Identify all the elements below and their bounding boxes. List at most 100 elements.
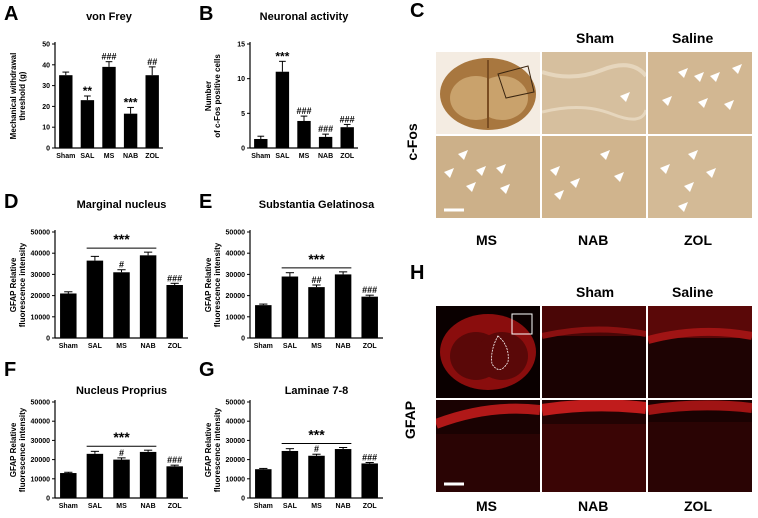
x-tick-label: SAL [283,503,298,510]
x-tick-label: Sham [56,153,75,160]
y-tick-label: 50000 [226,230,246,237]
panel-letter-c: C [410,0,425,22]
significance-label: # [119,260,124,270]
x-tick-label: NAB [336,503,351,510]
bar-sal [86,453,104,498]
chart-title: Substantia Gelatinosa [259,199,375,211]
x-tick-label: NAB [336,343,351,350]
significance-label: ### [362,285,377,295]
y-axis-label: fluorescence intensity [18,407,27,492]
bar-sham [60,293,77,338]
bracket-label: *** [113,231,130,247]
bar-sal [80,100,95,148]
y-tick-label: 30000 [31,272,51,279]
y-tick-label: 30000 [226,272,246,279]
significance-label: *** [124,95,138,109]
bar-sham [255,469,272,498]
bar-zol [166,466,183,498]
bar-nab [334,449,352,498]
x-tick-label: SAL [88,343,103,350]
bar-zol [361,463,378,498]
x-tick-label: NAB [141,503,156,510]
cfos-spinal-cord-overview [436,52,540,134]
side-label-gfap: GFAP [402,400,418,440]
bar-zol [145,75,159,148]
bar-ms [308,455,325,498]
x-tick-label: MS [104,153,115,160]
y-axis-label: GFAP Relative [9,422,18,477]
y-axis-label: fluorescence intensity [213,407,222,492]
header-saline: Saline [672,30,714,46]
header-sham: Sham [576,284,615,300]
y-tick-label: 40000 [31,419,51,426]
chart-title: von Frey [86,11,133,23]
label-ms: MS [476,498,497,514]
x-tick-label: MS [116,343,127,350]
chart-laminae-7-8: G Laminae 7-8 GFAP Relative fluorescence in… [199,359,383,510]
y-tick-label: 0 [46,336,50,343]
bar-sham [255,305,272,338]
bar-sham [254,138,268,148]
significance-label: *** [275,49,289,63]
y-axis-label: GFAP Relative [204,422,213,477]
label-ms: MS [476,232,497,248]
x-tick-label: NAB [318,153,333,160]
significance-label: ### [167,273,182,283]
bar-nab [139,451,157,498]
bar-nab [334,274,352,338]
x-tick-label: MS [299,153,310,160]
bar-ms [113,459,130,498]
cfos-sham-image [542,52,646,134]
bar-zol [361,296,378,338]
significance-label: ### [340,114,355,124]
panel-h-gfap: H Sham Saline GFAP MS NAB ZOL [400,262,758,518]
gfap-sham-image [542,306,646,398]
y-tick-label: 10000 [31,476,51,483]
label-nab: NAB [578,232,609,248]
x-tick-label: NAB [123,153,138,160]
y-tick-label: 40000 [31,251,51,258]
x-tick-label: MS [311,503,322,510]
panel-letter-d: D [4,191,18,213]
x-tick-label: SAL [283,343,298,350]
chart-substantia-gelatinosa: E Substantia Gelatinosa GFAP Relative fluor… [199,191,383,350]
bar-zol [166,285,183,338]
bar-nab [318,136,333,148]
x-tick-label: MS [311,343,322,350]
y-axis-label: Number [204,81,213,111]
bar-nab [139,255,157,338]
y-axis-label: GFAP Relative [204,257,213,312]
chart-neuronal-activity: B Neuronal activity Number of c-Fos positiv… [199,3,358,160]
bracket-label: *** [113,429,130,445]
gfap-nab-image [542,400,646,492]
header-saline: Saline [672,284,714,300]
x-tick-label: MS [116,503,127,510]
y-tick-label: 10000 [31,314,51,321]
y-axis-label: Mechanical withdrawal [9,53,18,140]
label-nab: NAB [578,498,609,514]
header-sham: Sham [576,30,615,46]
significance-label: ** [83,84,93,98]
bar-ms [102,66,116,148]
x-tick-label: NAB [141,343,156,350]
x-tick-label: ZOL [363,503,378,510]
side-label-cfos: c-Fos [404,123,420,161]
bracket-label: *** [308,427,325,443]
y-tick-label: 0 [241,146,245,153]
y-tick-label: 40 [42,62,50,69]
bar-sham [60,473,77,498]
bracket-label: *** [308,251,325,267]
x-tick-label: ZOL [168,503,183,510]
y-tick-label: 10 [42,125,50,132]
bar-sal [281,276,299,338]
y-axis-label: threshold (g) [18,71,27,120]
x-tick-label: SAL [88,503,103,510]
panel-letter-a: A [4,3,18,25]
x-tick-label: Sham [59,343,78,350]
y-axis-label: fluorescence intensity [18,242,27,327]
y-tick-label: 0 [46,496,50,503]
panel-letter-b: B [199,3,213,25]
bar-zol [340,127,354,148]
gfap-spinal-cord-overview [436,306,540,398]
